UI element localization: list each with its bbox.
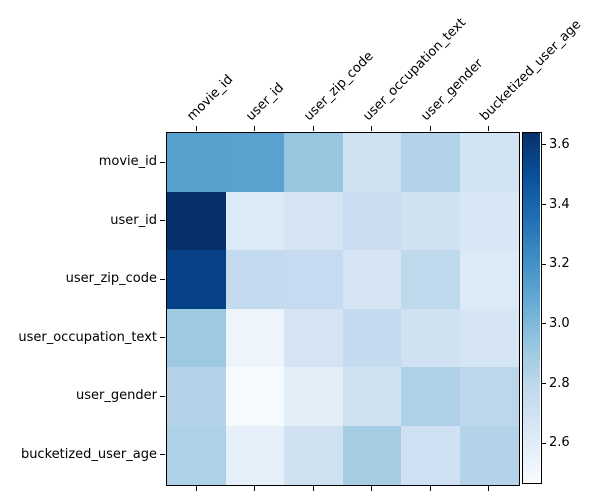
y-tick-label: bucketized_user_age — [20, 446, 157, 462]
heatmap-cell — [284, 425, 343, 485]
heatmap-cell — [459, 425, 519, 485]
heatmap-cell — [167, 250, 226, 309]
heatmap-cell — [167, 133, 226, 192]
x-tick-mark — [254, 486, 256, 491]
heatmap-cell — [342, 133, 402, 192]
y-tick-mark — [160, 337, 165, 339]
colorbar-tick-label: 3.4 — [549, 196, 570, 212]
x-tick-mark — [488, 126, 490, 131]
heatmap-cell — [401, 308, 460, 368]
heatmap-cell — [225, 308, 285, 368]
heatmap-cell — [225, 191, 285, 251]
colorbar: 2.6 2.8 3.0 3.2 3.4 3.6 — [521, 131, 570, 484]
x-tick-mark — [371, 126, 373, 131]
y-tick-mark — [160, 220, 165, 222]
x-tick-label: user_id — [243, 80, 287, 124]
colorbar-tick-mark — [541, 383, 546, 385]
colorbar-tick-mark — [541, 204, 546, 206]
x-tick-mark — [254, 126, 256, 131]
heatmap-cell — [284, 191, 343, 251]
heatmap-cell — [459, 367, 519, 426]
y-tick-mark — [160, 454, 165, 456]
x-tick-label: movie_id — [184, 72, 237, 124]
heatmap-cell — [167, 308, 226, 368]
y-tick-label: user_id — [110, 212, 157, 228]
colorbar-border — [521, 131, 542, 484]
y-tick-mark — [160, 161, 165, 163]
x-tick-label: bucketized_user_age — [477, 17, 584, 124]
colorbar-tick-mark — [541, 263, 546, 265]
y-tick-label: movie_id — [98, 154, 157, 170]
heatmap-cell — [459, 133, 519, 192]
heatmap-cell — [284, 308, 343, 368]
x-tick-mark — [195, 126, 197, 131]
y-tick-mark — [160, 395, 165, 397]
colorbar-tick-label: 3.6 — [549, 136, 570, 152]
heatmap-cell — [342, 250, 402, 309]
x-tick-mark — [312, 486, 314, 491]
x-tick-mark — [429, 486, 431, 491]
heatmap-cell — [342, 367, 402, 426]
colorbar-tick-mark — [541, 323, 546, 325]
heatmap-cell — [342, 308, 402, 368]
heatmap-cell — [342, 425, 402, 485]
x-tick-mark — [488, 486, 490, 491]
heatmap-cell — [342, 191, 402, 251]
heatmap-cell — [401, 191, 460, 251]
heatmap-cell — [401, 425, 460, 485]
heatmap-cell — [459, 250, 519, 309]
heatmap-cell — [459, 191, 519, 251]
colorbar-tick-label: 2.6 — [549, 435, 570, 451]
heatmap-cell — [401, 367, 460, 426]
heatmap-cell — [284, 133, 343, 192]
x-tick-mark — [312, 126, 314, 131]
colorbar-tick-mark — [541, 144, 546, 146]
x-tick-mark — [429, 126, 431, 131]
y-tick-mark — [160, 278, 165, 280]
heatmap-cell — [225, 425, 285, 485]
y-tick-label: user_zip_code — [65, 271, 157, 287]
x-tick-mark — [371, 486, 373, 491]
y-tick-label: user_gender — [76, 388, 157, 404]
y-tick-label: user_occupation_text — [18, 329, 157, 345]
heatmap-cell — [225, 133, 285, 192]
x-tick-mark — [195, 486, 197, 491]
colorbar-tick-mark — [541, 442, 546, 444]
heatmap-cell — [167, 367, 226, 426]
x-tick-label: user_occupation_text — [360, 15, 469, 124]
heatmap-cell — [401, 133, 460, 192]
heatmap-cell — [167, 425, 226, 485]
heatmap-cell — [225, 250, 285, 309]
heatmap-cell — [284, 250, 343, 309]
heatmap-cell — [401, 250, 460, 309]
heatmap-cell — [459, 308, 519, 368]
heatmap-cell — [167, 191, 226, 251]
colorbar-tick-label: 2.8 — [549, 375, 570, 391]
x-tick-label: user_gender — [418, 56, 487, 124]
heatmap-cell — [225, 367, 285, 426]
heatmap-cell — [284, 367, 343, 426]
colorbar-tick-label: 3.0 — [549, 315, 570, 331]
colorbar-tick-label: 3.2 — [549, 256, 570, 272]
heatmap-axes: movie_id user_id user_zip_code user_occupat… — [18, 15, 584, 491]
